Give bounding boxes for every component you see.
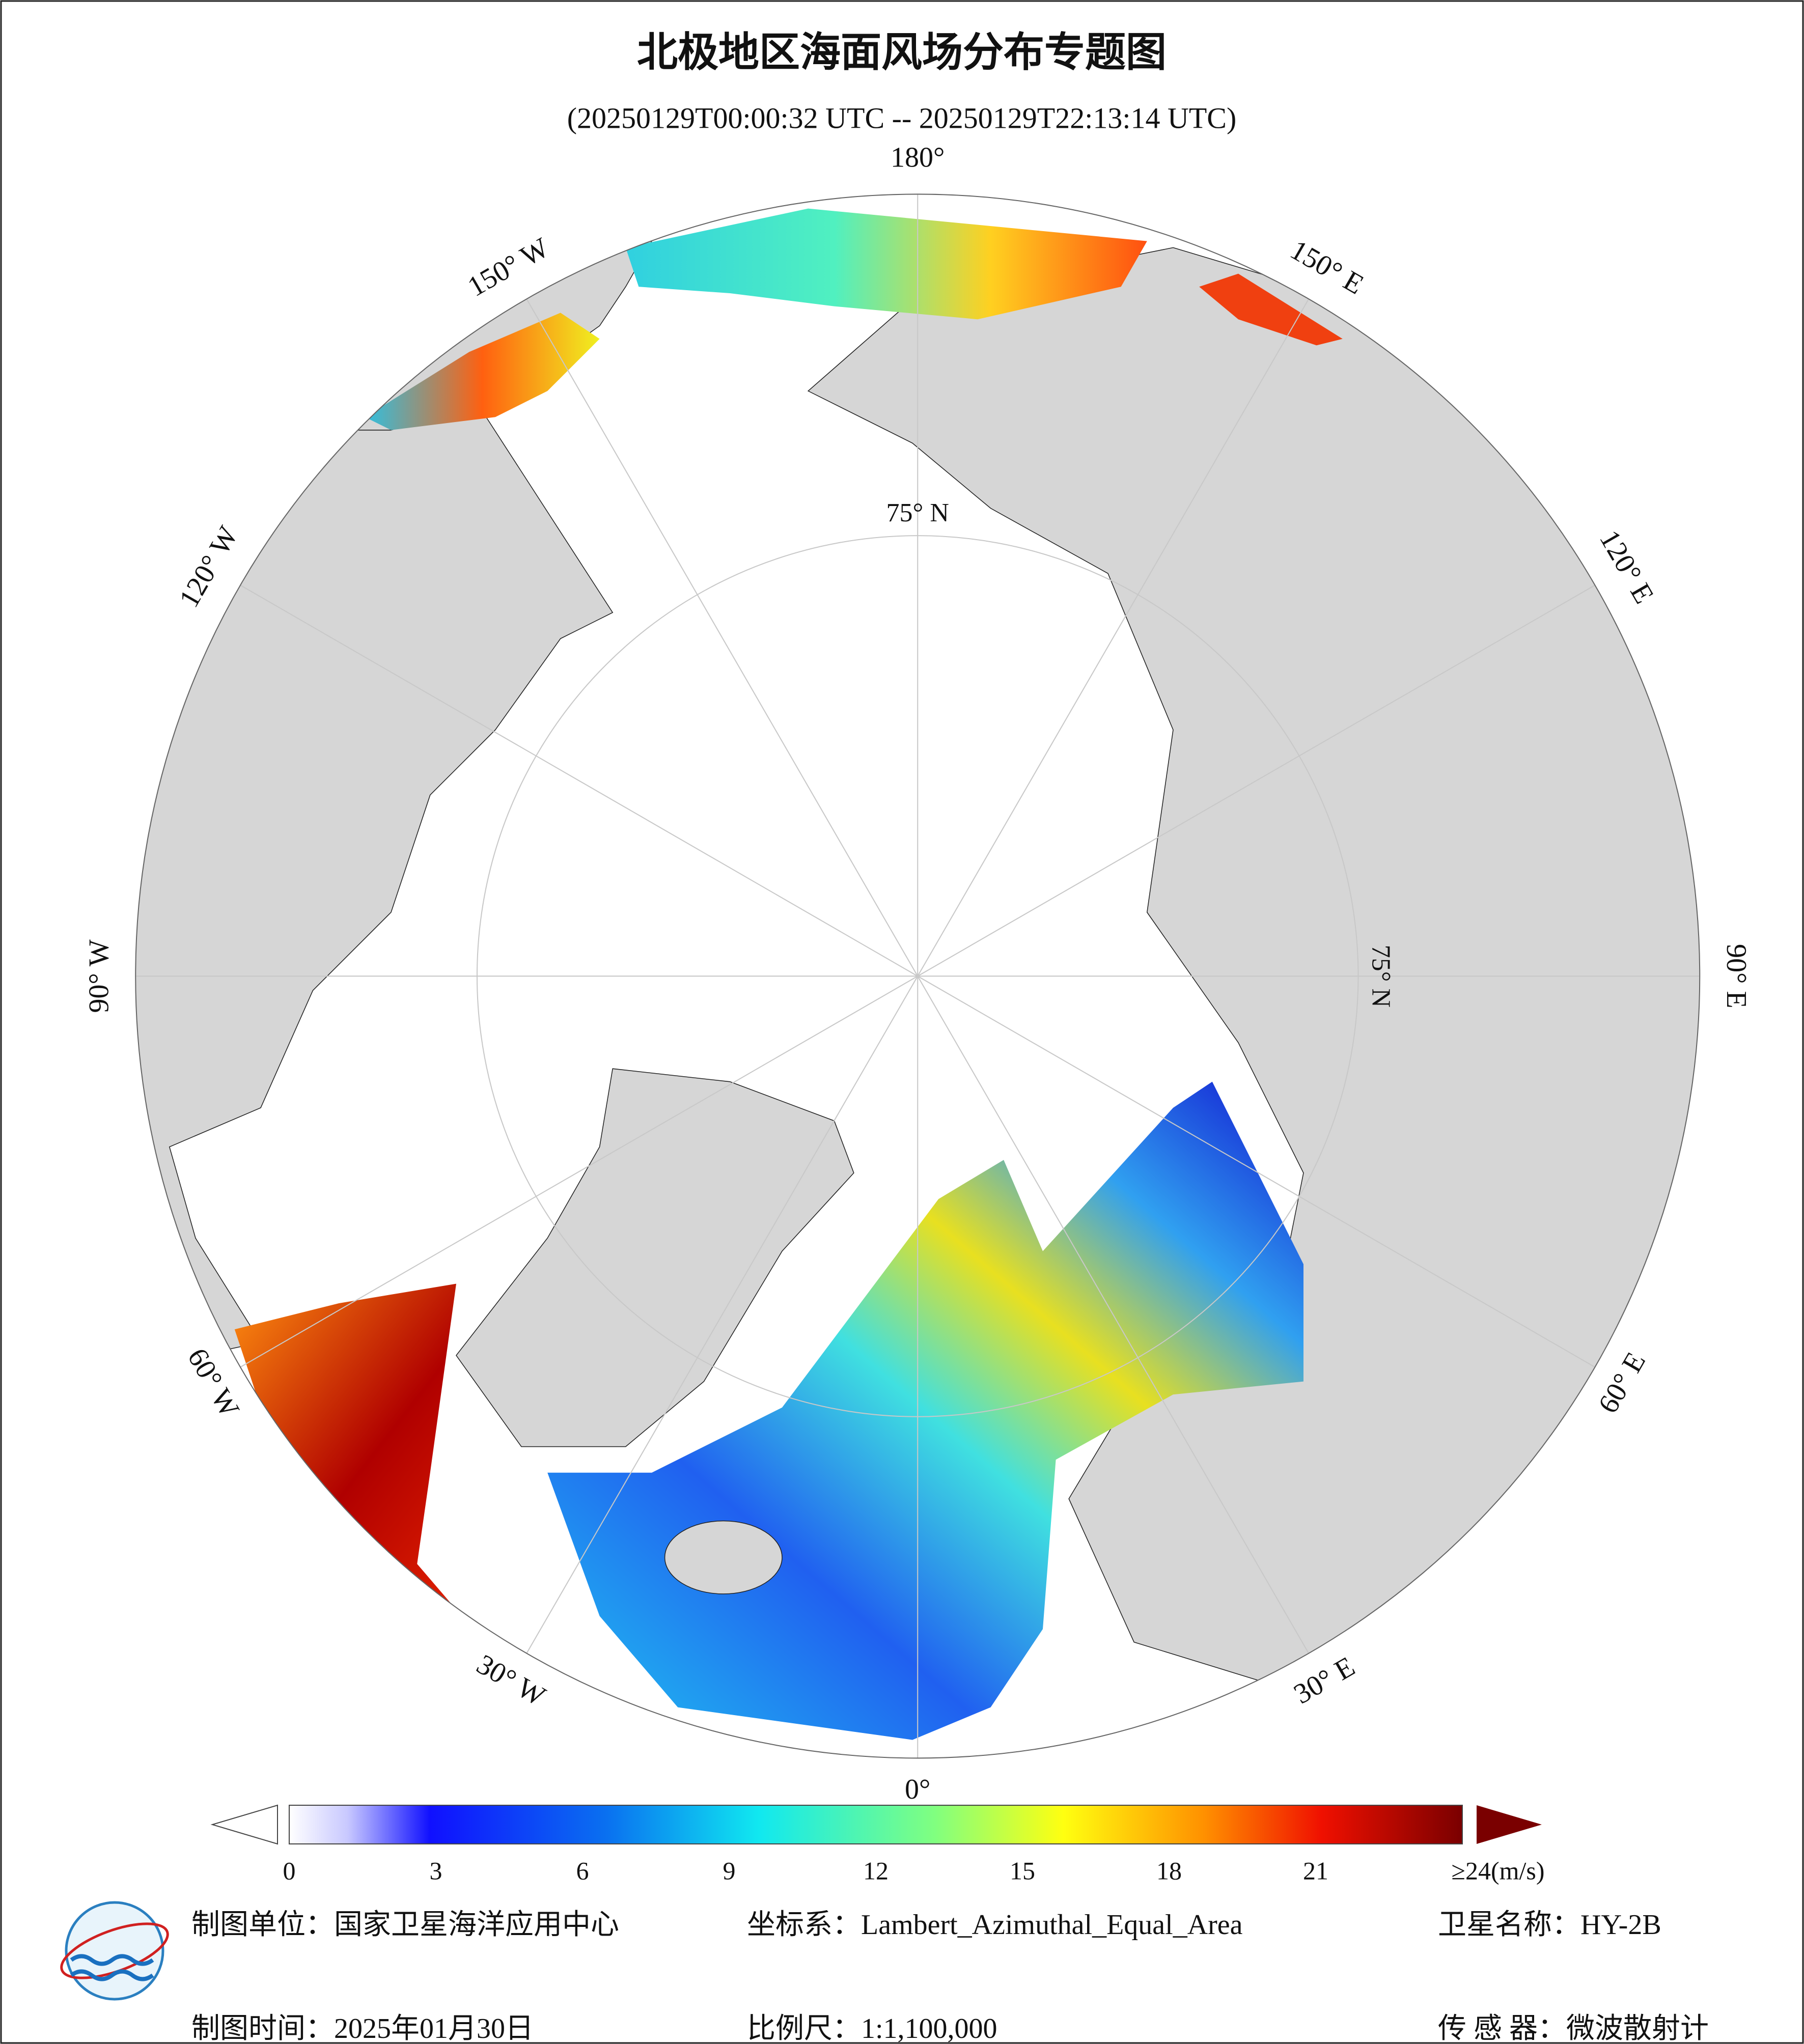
colorbar-min-arrow xyxy=(210,1804,278,1845)
longitude-label: 180° xyxy=(891,142,945,174)
meridian xyxy=(917,298,1310,976)
footer-text: 卫星名称：HY-2B xyxy=(1438,1909,1661,1941)
logo xyxy=(60,1901,169,2001)
footer-text: 传 感 器：微波散射计 xyxy=(1438,2013,1709,2044)
map xyxy=(135,193,1701,1759)
land-iceland-top xyxy=(664,1520,783,1594)
colorbar-tick-label: 3 xyxy=(430,1856,442,1885)
colorbar-tick-label: 9 xyxy=(723,1856,736,1885)
footer-text: 制图单位：国家卫星海洋应用中心 xyxy=(191,1909,619,1941)
colorbar xyxy=(289,1805,1463,1844)
wind-field-okhotsk xyxy=(1199,273,1343,346)
wind-field-bering xyxy=(625,208,1147,320)
wind-field-labrador xyxy=(234,1283,574,1721)
map-outline xyxy=(135,193,1701,1759)
title: 北极地区海面风场分布专题图 xyxy=(637,29,1167,76)
meridian xyxy=(240,975,918,1368)
longitude-label: 150° E xyxy=(1285,234,1369,301)
wind-field-chukchi xyxy=(365,313,600,430)
colorbar-tick-label: 15 xyxy=(1010,1856,1035,1885)
colorbar-tick-label: 21 xyxy=(1303,1856,1328,1885)
longitude-label: 0° xyxy=(905,1774,930,1805)
meridian xyxy=(917,975,1595,1368)
meridian xyxy=(917,975,1310,1654)
colorbar-tick-label: 6 xyxy=(576,1856,589,1885)
colorbar-tick-label: 0 xyxy=(283,1856,296,1885)
meridian xyxy=(526,975,919,1654)
colorbar-max-label: ≥24(m/s) xyxy=(1452,1856,1545,1885)
latitude-label: 75° N xyxy=(1367,945,1396,1007)
longitude-label: 120° E xyxy=(1593,525,1660,609)
meridian xyxy=(240,584,918,977)
longitude-label: 30° E xyxy=(1289,1650,1361,1710)
longitude-label: 90° E xyxy=(1720,944,1752,1009)
latitude-label: 75° N xyxy=(886,498,949,527)
meridian xyxy=(917,584,1595,977)
colorbar-tick-label: 12 xyxy=(863,1856,889,1885)
meridian xyxy=(526,298,919,976)
longitude-label: 60° E xyxy=(1592,1347,1652,1419)
longitude-label: 90° W xyxy=(84,939,115,1013)
subtitle: (20250129T00:00:32 UTC -- 20250129T22:13… xyxy=(567,101,1237,134)
colorbar-tick-label: 18 xyxy=(1156,1856,1182,1885)
colorbar-max-arrow xyxy=(1477,1805,1542,1844)
footer-text: 比例尺：1:1,100,000 xyxy=(747,2013,997,2044)
footer-text: 制图时间：2025年01月30日 xyxy=(191,2013,534,2044)
graticule xyxy=(135,194,1700,1758)
footer-text: 坐标系：Lambert_Azimuthal_Equal_Area xyxy=(747,1909,1243,1941)
